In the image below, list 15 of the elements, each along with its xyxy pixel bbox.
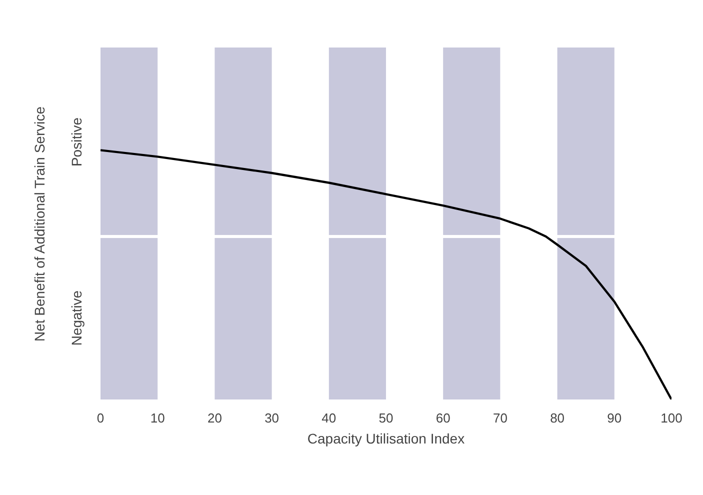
x-tick-label: 0: [96, 410, 104, 426]
text: Negative: [68, 290, 84, 346]
x-tick-label: 40: [322, 410, 336, 426]
x-axis-title: Capacity Utilisation Index: [307, 430, 465, 446]
x-tick-label: 10: [150, 410, 165, 426]
x-tick-label: 50: [378, 410, 394, 426]
text: Positive: [68, 117, 84, 167]
x-tick-label: 100: [660, 410, 682, 426]
x-tick-label: 60: [436, 410, 450, 426]
y-axis-title: Net Benefit of Additional Train Service: [32, 106, 48, 342]
x-tick-label: 80: [550, 410, 565, 426]
x-tick-label: 70: [492, 410, 508, 426]
x-tick-label: 90: [607, 410, 622, 426]
x-tick-label: 20: [207, 410, 222, 426]
x-tick-label: 30: [264, 410, 280, 426]
